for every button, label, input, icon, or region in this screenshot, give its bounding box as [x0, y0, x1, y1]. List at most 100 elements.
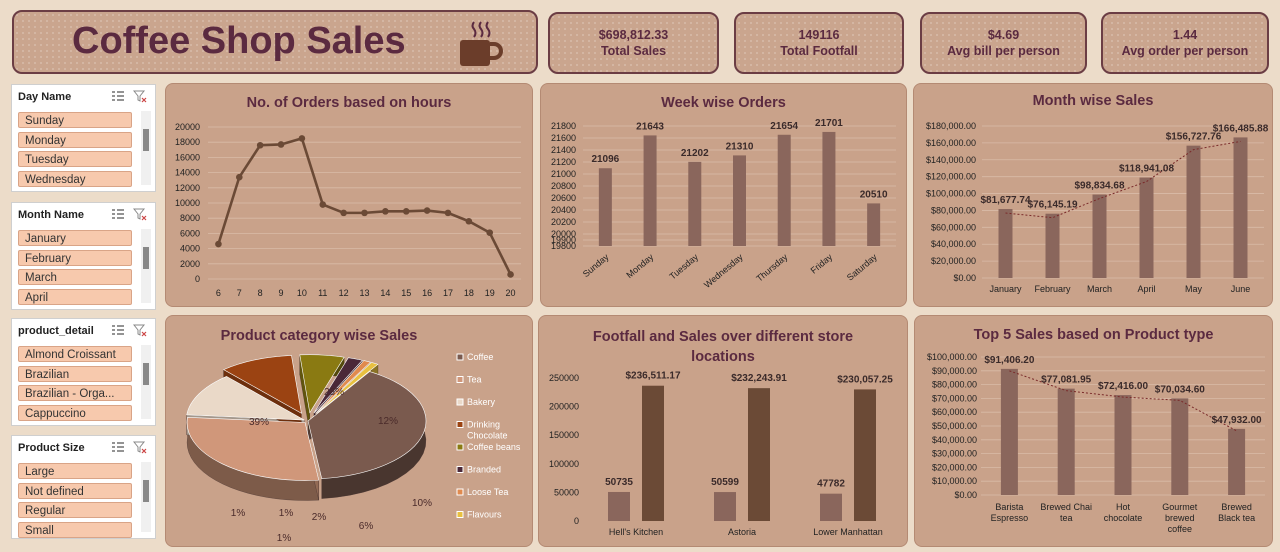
- slicer-scrollbar[interactable]: [141, 462, 151, 532]
- panel-store-locations: Footfall and Sales over different store …: [538, 315, 908, 547]
- data-label: 21701: [815, 118, 843, 129]
- x-tick-label: January: [989, 284, 1022, 294]
- bar-footfall: [820, 493, 842, 521]
- y-tick-label: 21200: [551, 157, 576, 167]
- y-tick-label: 20000: [175, 122, 200, 132]
- y-tick-label: 21800: [551, 121, 576, 131]
- legend-label: Coffee beans: [467, 442, 521, 452]
- y-tick-label: $40,000.00: [932, 435, 977, 445]
- slicer-item[interactable]: Monday: [18, 131, 132, 148]
- pie-slice: [315, 360, 372, 414]
- slicer-item[interactable]: Cappuccino: [18, 404, 132, 421]
- data-label: 28%: [324, 387, 344, 398]
- legend-swatch: [456, 466, 464, 473]
- kpi-value: $4.69: [987, 28, 1020, 42]
- y-tick-label: $50,000.00: [932, 421, 977, 431]
- slicer-scrollbar[interactable]: [141, 345, 151, 419]
- x-tick-label: 11: [318, 288, 327, 298]
- data-label: $236,511.17: [625, 371, 680, 382]
- multi-select-icon[interactable]: [111, 89, 125, 103]
- slicer-item[interactable]: Not defined: [18, 482, 132, 499]
- slicer-item[interactable]: Large: [18, 463, 132, 479]
- slicer-scrollbar[interactable]: [141, 229, 151, 303]
- multi-select-icon[interactable]: [111, 207, 125, 221]
- kpi-label: Total Footfall: [780, 44, 858, 58]
- x-tick-label: 10: [297, 288, 307, 298]
- slicer-item[interactable]: Almond Croissant: [18, 346, 132, 362]
- x-tick-label: brewed: [1165, 513, 1195, 523]
- bar-sales: [642, 385, 664, 521]
- x-tick-label: Hell's Kitchen: [609, 527, 663, 537]
- data-label: 21654: [770, 121, 798, 132]
- y-tick-label: 4000: [180, 244, 200, 254]
- title-banner: Coffee Shop Sales: [12, 10, 538, 74]
- slicer-header: Day Name: [18, 91, 72, 103]
- x-tick-label: Hot: [1116, 502, 1131, 512]
- bar-chart-store-locations: 0 50000 100000 150000 200000 250000 50735 $236,…: [549, 371, 893, 537]
- y-tick-label: $140,000.00: [926, 155, 976, 165]
- slicer-item[interactable]: Sunday: [18, 112, 132, 128]
- slicer-item[interactable]: Brazilian: [18, 365, 132, 382]
- clear-filter-icon[interactable]: [132, 207, 147, 221]
- x-tick-label: 8: [258, 288, 263, 298]
- slicer-item[interactable]: April: [18, 288, 132, 305]
- slicer-scrollbar[interactable]: [141, 111, 151, 185]
- data-label: 2%: [312, 512, 327, 523]
- clear-filter-icon[interactable]: [132, 89, 147, 103]
- clear-filter-icon[interactable]: [132, 440, 147, 454]
- clear-filter-icon[interactable]: [132, 323, 147, 337]
- data-label: 12%: [378, 416, 398, 427]
- bar: [1092, 194, 1107, 278]
- slicer-item[interactable]: Regular: [18, 502, 132, 518]
- x-tick-label: 12: [339, 288, 349, 298]
- data-label: $156,727.76: [1166, 132, 1222, 143]
- bar-chart-month-sales: $0.00 $20,000.00 $40,000.00 $60,000.00 $80,0…: [926, 121, 1269, 294]
- slicer-item[interactable]: February: [18, 249, 132, 266]
- slicer-product-detail: product_detail Almond Croissant Brazilian B…: [11, 318, 156, 426]
- y-tick-label: 150000: [549, 430, 579, 440]
- x-tick-label: 16: [422, 288, 432, 298]
- x-tick-label: Barista: [995, 502, 1023, 512]
- legend-label: Coffee: [467, 352, 493, 362]
- scrollbar-thumb[interactable]: [143, 247, 149, 269]
- legend-label: Flavours: [467, 510, 502, 520]
- data-label: 50735: [605, 477, 633, 488]
- data-label: $230,057.25: [837, 374, 893, 385]
- x-tick-label: May: [1185, 284, 1203, 294]
- x-tick-label: February: [1034, 284, 1071, 294]
- slicer-item[interactable]: Tuesday: [18, 151, 132, 167]
- bar-chart-top5-products: $0.00 $10,000.00 $20,000.00 $30,000.00 $40,0…: [927, 352, 1265, 534]
- y-tick-label: $20,000.00: [932, 462, 977, 472]
- pie-slice: [186, 416, 320, 481]
- panel-category-sales: Product category wise Sales 39% 28% 12% 10%…: [165, 315, 533, 547]
- pie-slice: [299, 354, 345, 414]
- multi-select-icon[interactable]: [111, 440, 125, 454]
- scrollbar-thumb[interactable]: [143, 480, 149, 502]
- kpi-total-sales: $698,812.33 Total Sales: [548, 12, 719, 74]
- kpi-value: $698,812.33: [598, 28, 669, 42]
- multi-select-icon[interactable]: [111, 323, 125, 337]
- data-label: 10%: [412, 498, 432, 509]
- data-point: [319, 201, 327, 208]
- chart-title: Week wise Orders: [661, 95, 786, 111]
- data-label: $118,941.08: [1119, 164, 1174, 175]
- series-line: [217, 136, 512, 276]
- slicer-item[interactable]: March: [18, 269, 132, 285]
- bar: [733, 155, 746, 246]
- x-tick-label: 7: [237, 288, 242, 298]
- slicer-item[interactable]: Brazilian - Orga...: [18, 385, 132, 401]
- x-tick-label: 19: [485, 288, 495, 298]
- x-tick-label: Gourmet: [1162, 502, 1198, 512]
- scrollbar-thumb[interactable]: [143, 129, 149, 151]
- y-tick-label: $100,000.00: [926, 189, 976, 199]
- y-tick-label: $100,000.00: [927, 352, 977, 362]
- x-tick-label: Black tea: [1218, 513, 1255, 523]
- slicer-item[interactable]: Small: [18, 521, 132, 538]
- scrollbar-thumb[interactable]: [143, 363, 149, 385]
- slicer-item[interactable]: Wednesday: [18, 170, 132, 187]
- bar: [688, 161, 702, 246]
- x-tick-label: 9: [279, 288, 284, 298]
- slicer-item[interactable]: January: [18, 230, 132, 246]
- panel-week-orders: Week wise Orders 19800 19900 20000 20200 204…: [540, 83, 907, 307]
